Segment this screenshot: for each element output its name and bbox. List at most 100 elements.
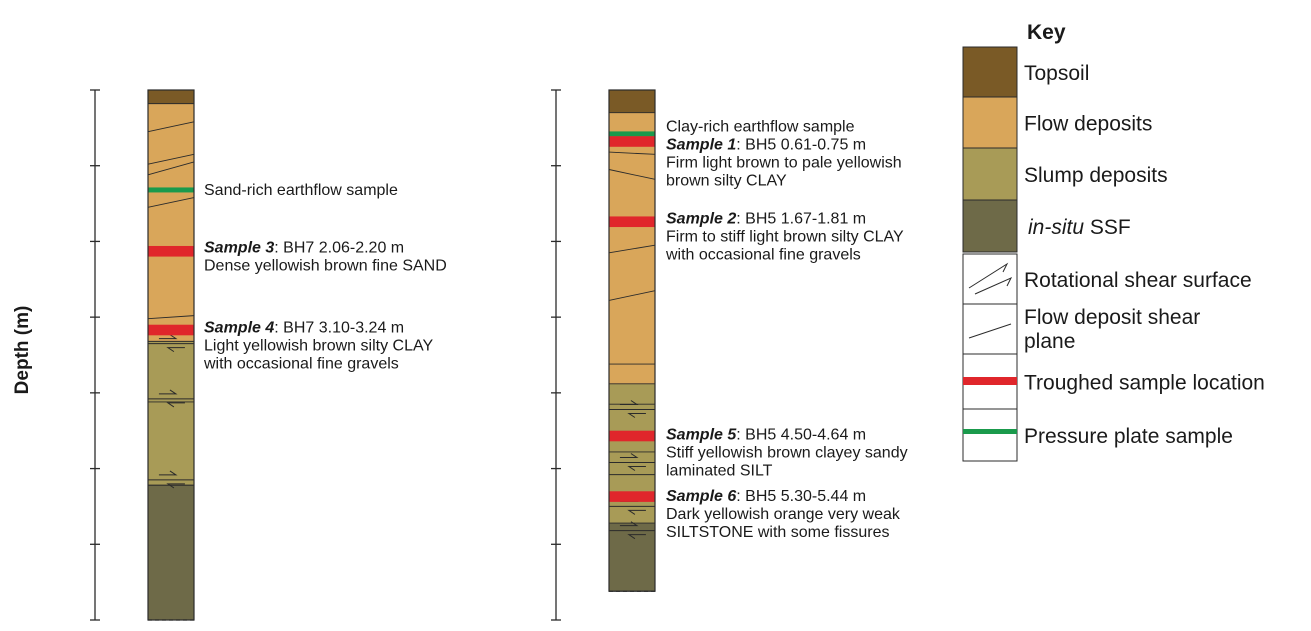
annotation-line: Sample 6: BH5 5.30-5.44 m xyxy=(666,488,866,505)
annotation-line: Sample 2: BH5 1.67-1.81 m xyxy=(666,211,866,228)
annotation-line: Dark yellowish orange very weak xyxy=(666,506,901,523)
pressure-bar xyxy=(963,429,1017,434)
flow-shear-plane xyxy=(608,169,656,180)
annotation-line: Sand-rich earthflow sample xyxy=(204,182,398,199)
annotation-text: : BH5 0.61-0.75 m xyxy=(736,136,866,153)
flow-shear-plane xyxy=(147,121,195,133)
annotation-line: Dense yellowish brown fine SAND xyxy=(204,257,447,274)
annotation-line: Light yellowish brown silty CLAY xyxy=(204,338,433,355)
layer-flow xyxy=(609,112,655,384)
rotational-arrow-lower xyxy=(974,276,1013,295)
annotation-text: Firm to stiff light brown silty CLAY xyxy=(666,229,904,246)
annotation-text: Clay-rich earthflow sample xyxy=(666,118,855,135)
key-label: Troughed sample location xyxy=(1024,372,1265,395)
sample-id: Sample 5 xyxy=(666,427,737,444)
shear-arrow-upper xyxy=(158,470,178,476)
troughed-sample xyxy=(609,216,655,228)
key-swatch-insitu xyxy=(962,199,1018,253)
annotation-line: Sample 5: BH5 4.50-4.64 m xyxy=(666,427,866,444)
layer-slump xyxy=(148,341,194,486)
flow-shear-plane xyxy=(147,161,195,176)
trough-bar xyxy=(963,377,1017,385)
key-label-text: Slump deposits xyxy=(1024,164,1168,187)
shear-arrow-lower xyxy=(627,534,646,540)
troughed-sample xyxy=(609,430,655,442)
key-swatch-flow xyxy=(962,96,1018,149)
shear-arrow-lower xyxy=(166,347,185,353)
layer-topsoil xyxy=(148,90,194,104)
flow-shear-plane xyxy=(147,197,195,208)
annotation-text: laminated SILT xyxy=(666,463,773,480)
shear-arrow-upper xyxy=(619,453,639,459)
key-label: plane xyxy=(1024,330,1075,353)
annotation-line: SILTSTONE with some fissures xyxy=(666,524,889,541)
annotation-text: : BH7 3.10-3.24 m xyxy=(274,320,404,337)
key-swatch-topsoil xyxy=(962,46,1018,98)
key-label: in-situ SSF xyxy=(1028,216,1131,239)
flow-shear-plane xyxy=(608,290,656,301)
layer-topsoil xyxy=(609,90,655,113)
key-swatch-pressure xyxy=(962,408,1018,462)
annotation-text: : BH5 4.50-4.64 m xyxy=(736,427,866,444)
annotation-text: Dense yellowish brown fine SAND xyxy=(204,257,447,274)
shear-arrow-upper xyxy=(158,389,178,395)
sample-id: Sample 3 xyxy=(204,239,274,256)
y-axis-label: Depth (m) xyxy=(12,306,33,395)
key-label: Rotational shear surface xyxy=(1024,269,1252,292)
shear-arrow-upper xyxy=(619,400,639,406)
pressure-plate-sample xyxy=(609,131,655,137)
annotation-line: with occasional fine gravels xyxy=(665,247,861,264)
pressure-plate-sample xyxy=(148,187,194,193)
shear-arrow-upper xyxy=(158,334,178,340)
annotation-line: Firm to stiff light brown silty CLAY xyxy=(666,229,904,246)
key-label: Flow deposit shear xyxy=(1024,306,1200,329)
flow-shear-plane xyxy=(608,244,656,254)
annotation-line: Firm light brown to pale yellowish xyxy=(666,154,902,171)
shear-arrow-lower xyxy=(166,402,185,408)
layer-insitu xyxy=(609,523,655,592)
annotation-text: with occasional fine gravels xyxy=(203,356,399,373)
troughed-sample xyxy=(148,245,194,257)
layer-insitu xyxy=(148,485,194,620)
annotation-line: Sample 1: BH5 0.61-0.75 m xyxy=(666,136,866,153)
annotation-text: : BH5 1.67-1.81 m xyxy=(736,211,866,228)
layer-flow xyxy=(148,103,194,342)
flow-shear-plane xyxy=(608,151,656,155)
annotation-text: Stiff yellowish brown clayey sandy xyxy=(666,445,908,462)
annotation-line: brown silty CLAY xyxy=(666,172,787,189)
sample-id: Sample 4 xyxy=(204,320,274,337)
troughed-sample xyxy=(609,491,655,502)
key-title: Key xyxy=(1027,21,1066,44)
annotation-line: Clay-rich earthflow sample xyxy=(666,118,855,135)
sample-id: Sample 6 xyxy=(666,488,736,505)
shear-arrow-lower xyxy=(627,413,646,418)
annotation-text: Light yellowish brown silty CLAY xyxy=(204,338,433,355)
annotation-text: Dark yellowish orange very weak xyxy=(666,506,901,523)
flow-shear-plane xyxy=(147,153,195,165)
annotation-text: Sand-rich earthflow sample xyxy=(204,182,398,199)
key-label-text: Pressure plate sample xyxy=(1024,425,1233,448)
sample-id: Sample 1 xyxy=(666,136,736,153)
shear-arrow-lower xyxy=(627,509,646,515)
annotation-text: : BH5 5.30-5.44 m xyxy=(736,488,866,505)
annotation-text: SILTSTONE with some fissures xyxy=(666,524,889,541)
key-label-text: Topsoil xyxy=(1024,62,1089,85)
key-label: Slump deposits xyxy=(1024,164,1168,187)
troughed-sample xyxy=(148,324,194,336)
key-label-text: Troughed sample location xyxy=(1024,372,1265,395)
annotation-line: Stiff yellowish brown clayey sandy xyxy=(666,445,908,462)
annotation-line: with occasional fine gravels xyxy=(203,356,399,373)
sample-id: Sample 2 xyxy=(666,211,736,228)
flow-plane-line xyxy=(968,323,1012,339)
key-label: Topsoil xyxy=(1024,62,1089,85)
key-swatch-slump xyxy=(962,147,1018,201)
key-label-text: SSF xyxy=(1084,216,1131,239)
key-label-text: Rotational shear surface xyxy=(1024,269,1252,292)
key-label-text: Flow deposits xyxy=(1024,113,1152,136)
shear-arrow-lower xyxy=(166,483,185,489)
annotation-text: Firm light brown to pale yellowish xyxy=(666,154,902,171)
rotational-arrow-upper xyxy=(968,262,1009,289)
key-label: Pressure plate sample xyxy=(1024,425,1233,448)
key-label-italic: in-situ xyxy=(1028,216,1084,239)
